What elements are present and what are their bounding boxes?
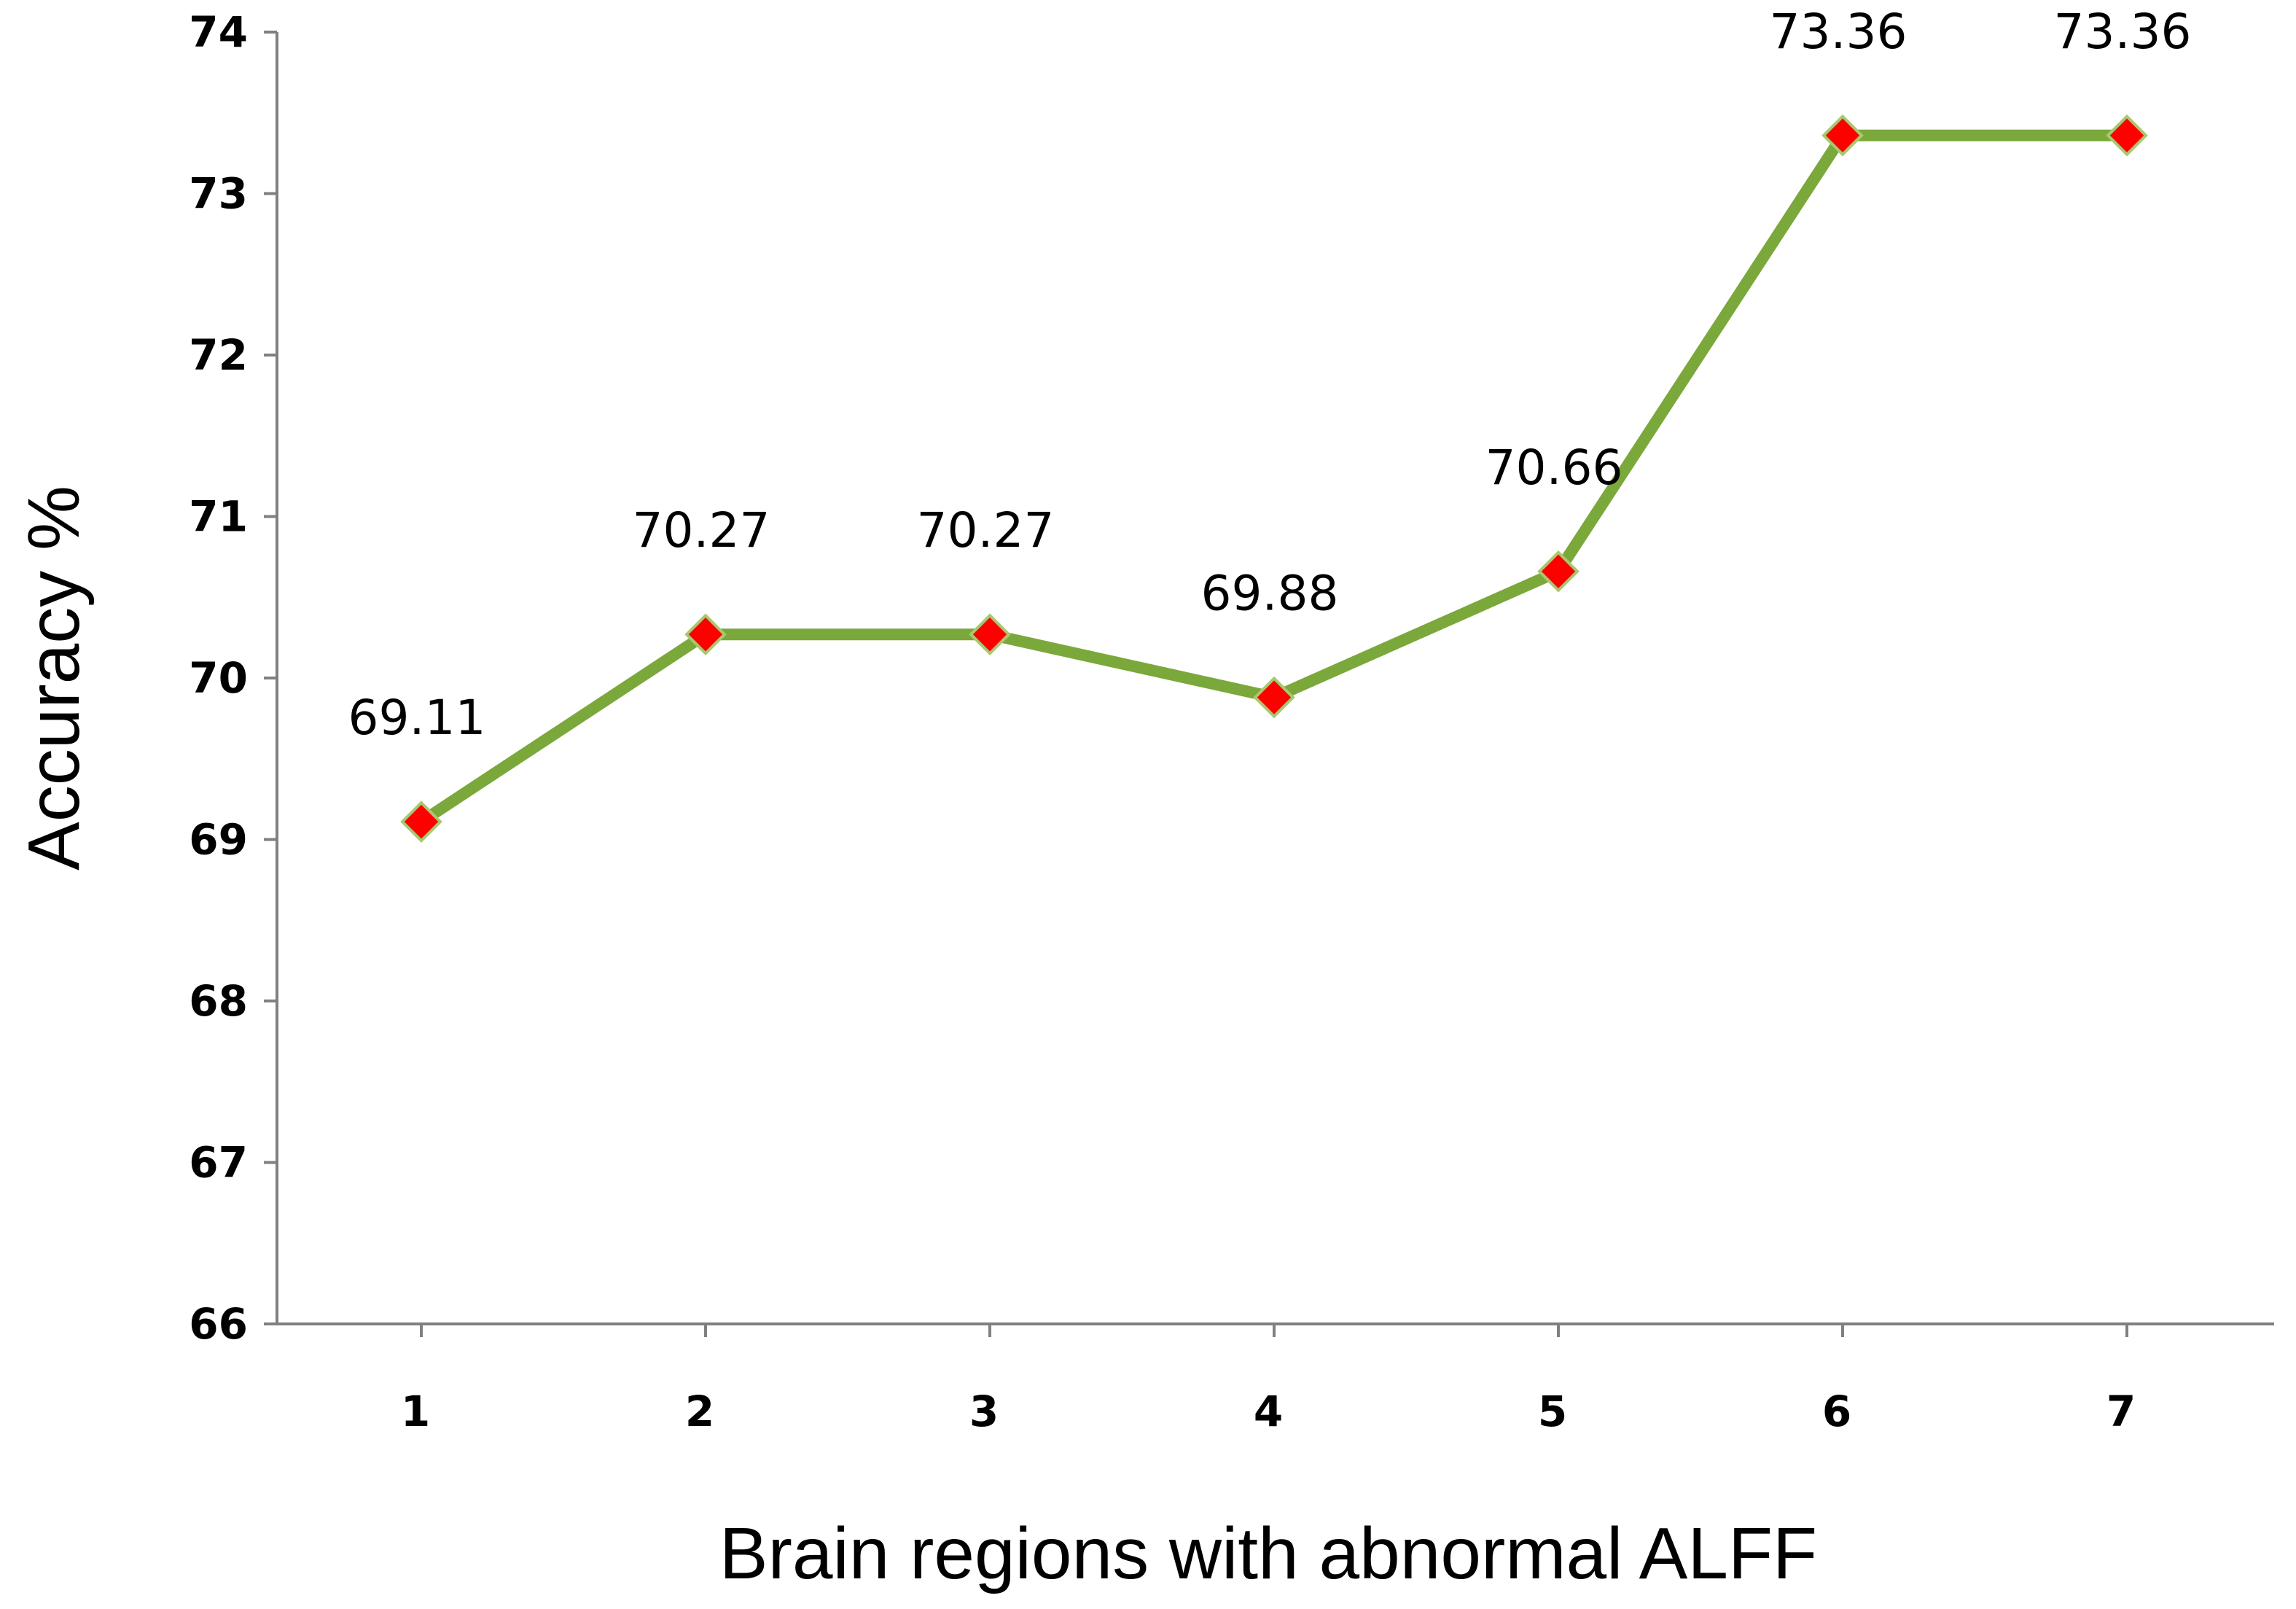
x-tick-label: 3: [969, 1387, 999, 1436]
x-tick-label: 4: [1254, 1387, 1283, 1436]
data-label: 70.27: [917, 502, 1055, 558]
x-tick-label: 1: [401, 1387, 430, 1436]
data-point-marker: [1821, 114, 1864, 157]
y-tick-label: 71: [189, 492, 248, 542]
x-axis-ticks: 1 2 3 4 5 6 7: [401, 1324, 2136, 1436]
data-label: 70.27: [633, 502, 770, 558]
data-point-marker: [969, 613, 1011, 656]
data-point-marker: [1537, 550, 1580, 593]
x-tick-label: 2: [685, 1387, 714, 1436]
y-tick-label: 74: [189, 7, 248, 57]
data-label: 69.88: [1201, 566, 1339, 622]
x-tick-label: 7: [2106, 1387, 2136, 1436]
y-tick-label: 68: [189, 976, 248, 1026]
y-tick-label: 72: [189, 330, 248, 380]
data-label: 73.36: [1770, 4, 1908, 60]
data-label: 69.11: [348, 690, 486, 746]
y-tick-label: 73: [189, 169, 248, 219]
data-label: 73.36: [2054, 4, 2192, 60]
data-point-marker: [400, 800, 442, 843]
x-tick-label: 5: [1538, 1387, 1567, 1436]
x-axis-title: Brain regions with abnormal ALFF: [719, 1513, 1817, 1594]
data-point-marker: [684, 613, 727, 656]
data-label: 70.66: [1485, 440, 1623, 496]
series-line: [418, 129, 2127, 827]
data-point-marker: [2106, 114, 2148, 157]
y-axis-title: Accuracy %: [13, 486, 95, 870]
y-tick-label: 66: [189, 1299, 248, 1349]
data-markers: [400, 114, 2148, 843]
data-point-marker: [1253, 676, 1295, 719]
y-axis-ticks: 66 67 68 69 70 71 72 73 74: [189, 7, 277, 1349]
y-tick-label: 70: [189, 653, 248, 703]
data-labels: 69.11 70.27 70.27 69.88 70.66 73.36 73.36: [348, 4, 2192, 746]
y-tick-label: 67: [189, 1138, 248, 1188]
x-tick-label: 6: [1822, 1387, 1851, 1436]
y-tick-label: 69: [189, 815, 248, 865]
